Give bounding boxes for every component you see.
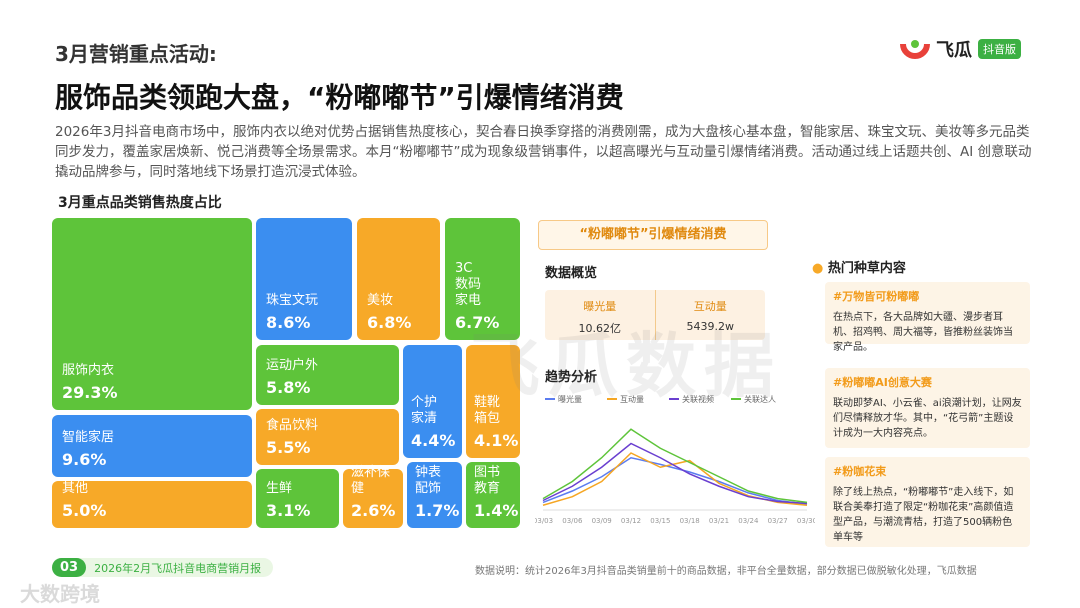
trend-line: [542, 442, 808, 505]
intro: 2026年3月抖音电商市场中，服饰内衣以绝对优势占据销售热度核心，契合春日换季穿…: [55, 124, 1032, 180]
tile-name: 个护家清: [411, 395, 438, 426]
trend-title: 趋势分析: [545, 370, 598, 385]
report-name: 2026年2月飞瓜抖音电商营销月报: [94, 561, 262, 575]
x-tick-label: 03/27: [768, 517, 788, 525]
metric-value: 5439.2w: [686, 320, 735, 333]
tile: 智能家居 9.6%: [52, 415, 252, 477]
card-tag: #万物皆可粉嘟嘟: [833, 290, 920, 303]
tile-name: 食品饮料: [266, 418, 319, 433]
tile-name: 智能家居: [62, 430, 115, 445]
legend-label: 互动量: [620, 394, 644, 404]
legend-label: 曝光量: [558, 394, 582, 404]
tile-name: 图书教育: [474, 465, 501, 496]
tile-name: 美妆: [367, 293, 394, 308]
tile-name: 生鲜: [266, 481, 293, 496]
x-tick-label: 03/12: [621, 517, 641, 525]
tile-share: 3.1%: [266, 501, 311, 520]
metric: 曝光量 10.62亿: [545, 290, 656, 340]
x-tick-label: 03/09: [592, 517, 612, 525]
hot-title-text: 热门种草内容: [827, 261, 906, 276]
event-tag: “粉嘟嘟节”引爆情绪消费: [538, 220, 768, 250]
trend-chart: 曝光量 互动量 关联视频 关联达人 03/03 03/06 03/09 03/12 03/15 0…: [535, 394, 815, 525]
tile-name: 钟表配饰: [415, 465, 442, 496]
x-tick-label: 03/30: [797, 517, 815, 525]
footer-pill: 03 2026年2月飞瓜抖音电商营销月报: [52, 558, 274, 577]
tile: 美妆 6.8%: [357, 218, 440, 340]
tile-share: 8.6%: [266, 313, 311, 332]
x-tick-label: 03/15: [650, 517, 670, 525]
page-number: 03: [52, 558, 87, 577]
metrics: 曝光量 10.62亿 互动量 5439.2w: [545, 290, 765, 340]
tile: 其他 5.0%: [52, 481, 252, 528]
tile-share: 6.7%: [455, 313, 500, 332]
tile: 食品饮料 5.5%: [256, 409, 399, 465]
kicker: 3月营销重点活动:: [55, 42, 217, 66]
trend-line: [542, 428, 808, 504]
tile-share: 4.4%: [411, 431, 456, 450]
tile: 3C数码家电 6.7%: [445, 218, 520, 340]
tile-share: 6.8%: [367, 313, 412, 332]
tile-name: 运动户外: [266, 358, 319, 373]
bullet: ●: [812, 261, 828, 276]
overview-title: 数据概览: [545, 266, 598, 281]
tile: 钟表配饰 1.7%: [407, 462, 462, 528]
tile-share: 1.4%: [474, 501, 519, 520]
tile-name: 珠宝文玩: [266, 293, 319, 308]
tile-share: 5.0%: [62, 501, 107, 520]
tile: 珠宝文玩 8.6%: [256, 218, 352, 340]
tile-share: 5.8%: [266, 378, 311, 397]
tile: 运动户外 5.8%: [256, 345, 399, 405]
card-text: 除了线上热点，“粉嘟嘟节”走入线下，如联合美奉打造了限定“粉咖花束”高颜值造型产…: [833, 487, 1014, 543]
card: #粉嘟嘟AI创意大赛联动即梦AI、小云雀、ai浪潮计划，让网友们尽情释放才华。其…: [825, 368, 1030, 448]
tile-name: 滋补保健: [351, 465, 391, 496]
metric: 互动量 5439.2w: [656, 290, 766, 340]
card: #粉咖花束除了线上热点，“粉嘟嘟节”走入线下，如联合美奉打造了限定“粉咖花束”高…: [825, 457, 1030, 547]
tile-name: 鞋靴箱包: [474, 395, 501, 426]
tile-share: 4.1%: [474, 431, 519, 450]
x-tick-label: 03/21: [709, 517, 729, 525]
card-tag: #粉嘟嘟AI创意大赛: [833, 376, 932, 389]
trend-line: [542, 456, 808, 506]
legend-label: 关联视频: [682, 394, 714, 404]
card: #万物皆可粉嘟嘟在热点下，各大品牌如大疆、漫步者耳机、招鸡鸭、周大福等，皆推粉丝…: [825, 282, 1030, 353]
x-tick-label: 03/03: [535, 517, 553, 525]
title: 服饰品类领跑大盘，“粉嘟嘟节”引爆情绪消费: [55, 81, 624, 114]
tile: 图书教育 1.4%: [466, 462, 520, 528]
tile-name: 服饰内衣: [62, 363, 115, 378]
tile: 鞋靴箱包 4.1%: [466, 345, 520, 458]
tile: 生鲜 3.1%: [256, 469, 339, 528]
tile: 个护家清 4.4%: [403, 345, 462, 458]
treemap-title: 3月重点品类销售热度占比: [58, 195, 222, 211]
tile-share: 2.6%: [351, 501, 396, 520]
tile: 服饰内衣 29.3%: [52, 218, 252, 410]
legend-label: 关联达人: [744, 394, 776, 404]
logo-icon: [900, 40, 930, 59]
card-tag: #粉咖花束: [833, 465, 887, 478]
corner-watermark: 大数跨境: [20, 582, 100, 606]
x-tick-label: 03/18: [680, 517, 700, 525]
metric-label: 曝光量: [583, 300, 617, 313]
tile: 滋补保健 2.6%: [343, 465, 403, 528]
x-tick-label: 03/06: [562, 517, 583, 525]
tile-share: 9.6%: [62, 450, 107, 469]
tile-share: 5.5%: [266, 438, 311, 457]
x-tick-label: 03/24: [738, 517, 759, 525]
hot-title: ● 热门种草内容: [812, 257, 906, 276]
metric-value: 10.62亿: [578, 322, 622, 335]
tile-share: 29.3%: [62, 383, 118, 402]
logo-badge: 抖音版: [978, 39, 1021, 59]
tile-share: 1.7%: [415, 501, 460, 520]
card-text: 联动即梦AI、小云雀、ai浪潮计划，让网友们尽情释放才华。其中，“花弓箭”主题设…: [833, 398, 1022, 439]
data-note: 数据说明：统计2026年3月抖音品类销量前十的商品数据，非平台全量数据，部分数据…: [475, 566, 977, 577]
tile-name: 其他: [62, 481, 89, 496]
metric-label: 互动量: [693, 300, 727, 313]
logo-text: 飞瓜: [936, 40, 972, 61]
logo: 飞瓜 抖音版: [900, 36, 1021, 62]
card-text: 在热点下，各大品牌如大疆、漫步者耳机、招鸡鸭、周大福等，皆推粉丝装饰当家产品。: [833, 312, 1013, 353]
tile-name: 3C数码家电: [455, 261, 482, 308]
